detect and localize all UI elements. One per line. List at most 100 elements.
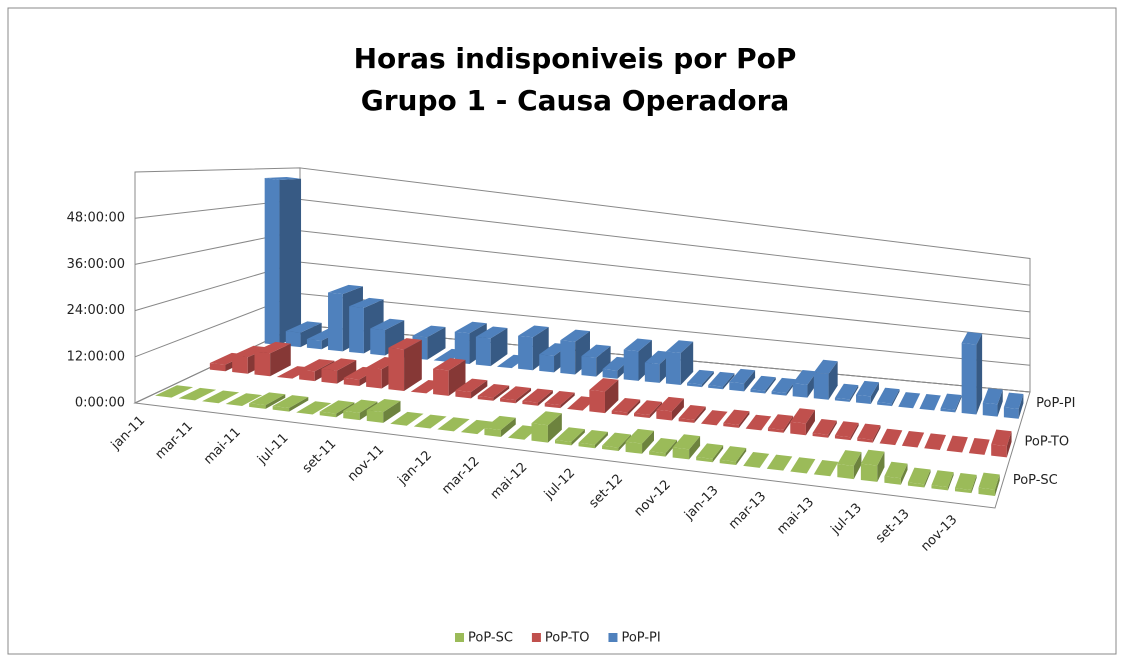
bar-top xyxy=(602,432,631,448)
bar-top xyxy=(860,449,885,466)
bar-side xyxy=(279,178,302,345)
bar-top xyxy=(437,417,470,432)
bar-side xyxy=(571,429,585,446)
bar-top xyxy=(644,350,673,365)
bar-side xyxy=(744,370,756,392)
bar-side xyxy=(383,400,401,423)
bar xyxy=(696,443,724,463)
bar xyxy=(522,388,553,406)
bar-front xyxy=(634,413,650,419)
bar-top xyxy=(901,431,925,448)
bar-top xyxy=(477,383,510,398)
bar-top xyxy=(155,385,194,398)
bar xyxy=(678,404,706,423)
bar-side xyxy=(596,346,611,377)
bar-front xyxy=(349,306,364,354)
bar xyxy=(719,446,747,466)
bar xyxy=(792,369,818,398)
bar-top xyxy=(834,421,859,438)
y-tick-label: 12:00:00 xyxy=(67,349,125,364)
bar xyxy=(672,434,701,460)
bar xyxy=(567,396,597,411)
bar-front xyxy=(602,369,618,379)
bar-front xyxy=(723,423,739,428)
bar xyxy=(178,387,217,401)
bar xyxy=(272,395,309,412)
bar xyxy=(790,457,816,474)
bar xyxy=(437,417,470,432)
bar-front xyxy=(475,336,491,367)
bar-top xyxy=(954,472,977,490)
bar-side xyxy=(924,469,931,488)
bar-top xyxy=(272,395,309,409)
bar-front xyxy=(771,391,787,396)
bar-top xyxy=(349,297,384,308)
bar-top xyxy=(907,467,931,485)
bar-top xyxy=(531,411,562,426)
bar xyxy=(982,388,1003,417)
bar-front xyxy=(812,433,829,438)
bar-side xyxy=(701,371,714,388)
bar-front xyxy=(649,451,666,457)
bar-front xyxy=(623,349,639,381)
bar-top xyxy=(968,437,990,455)
bar-top xyxy=(254,341,291,354)
bar xyxy=(321,358,357,384)
bar xyxy=(155,385,194,398)
bar xyxy=(946,435,968,453)
bar-top xyxy=(750,375,776,391)
bar-top xyxy=(249,392,286,406)
bar-front xyxy=(321,368,338,384)
bar-top xyxy=(625,428,655,444)
bar-front xyxy=(931,485,948,491)
bar-front xyxy=(940,408,956,413)
bar-side xyxy=(853,452,862,480)
bar xyxy=(877,387,900,407)
bar xyxy=(813,359,838,400)
bar xyxy=(589,378,619,414)
bar xyxy=(812,418,837,438)
bar xyxy=(837,450,862,480)
bar-top xyxy=(700,410,728,426)
bar-front xyxy=(484,427,501,437)
bar xyxy=(919,394,941,411)
bar-front xyxy=(319,411,337,418)
bar-top xyxy=(611,397,641,413)
bar-side xyxy=(722,373,735,390)
legend-swatch xyxy=(608,633,618,642)
bar-front xyxy=(767,428,784,433)
bar-front xyxy=(834,435,851,441)
bar-front xyxy=(366,410,384,423)
bar-front xyxy=(954,488,972,494)
bar-front xyxy=(792,383,808,398)
bar-side xyxy=(618,434,631,452)
bar-front xyxy=(991,444,1007,458)
bar-top xyxy=(723,409,750,425)
bar-front xyxy=(209,362,226,372)
bar-front xyxy=(433,368,449,396)
bar-top xyxy=(225,393,263,407)
bar-top xyxy=(884,461,908,479)
bar-side xyxy=(976,333,983,415)
bar-top xyxy=(665,340,694,354)
bar-front xyxy=(388,347,405,391)
series-label: PoP-PI xyxy=(1036,396,1075,411)
bar-side xyxy=(300,322,322,348)
bar-side xyxy=(500,417,516,437)
bar-front xyxy=(306,339,322,350)
bar-top xyxy=(343,399,378,413)
bar-top xyxy=(202,390,240,404)
bar xyxy=(578,429,608,449)
bar-front xyxy=(560,340,576,375)
bar-top xyxy=(898,392,921,409)
bar-top xyxy=(178,387,217,401)
bar-front xyxy=(837,464,854,480)
bar-top xyxy=(264,176,302,180)
bar-side xyxy=(738,411,750,428)
bar xyxy=(455,378,488,399)
bar-top xyxy=(567,396,597,411)
bar-front xyxy=(687,383,702,388)
bar-side xyxy=(805,409,815,436)
bar-top xyxy=(982,388,1003,405)
